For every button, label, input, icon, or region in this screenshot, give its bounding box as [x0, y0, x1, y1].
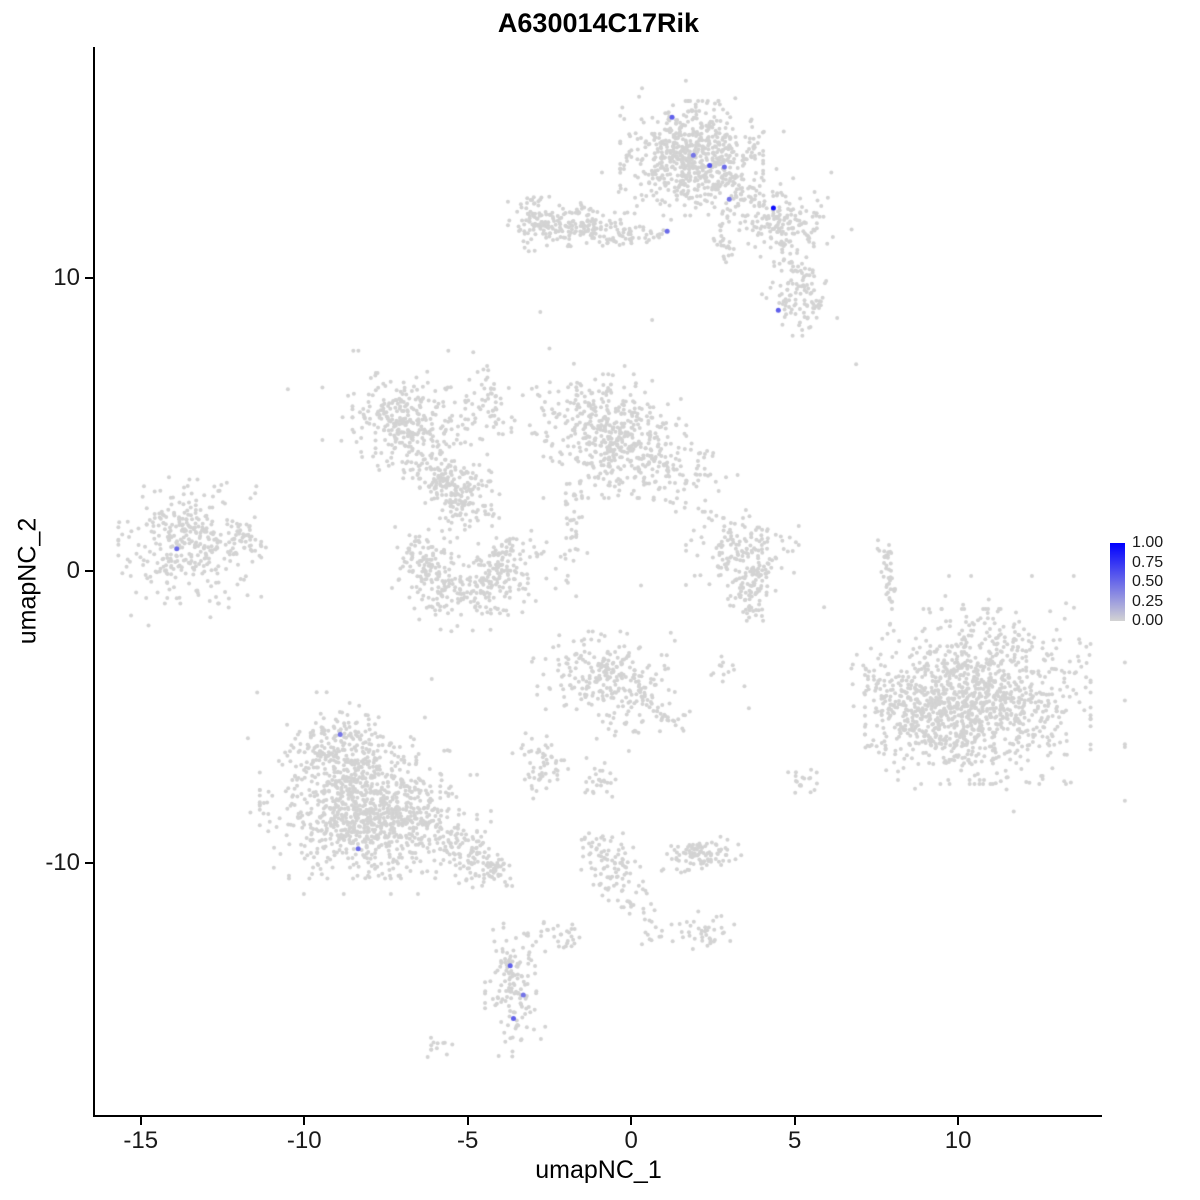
legend-tick-label: 0.75	[1132, 553, 1164, 571]
x-tick-mark	[139, 1117, 142, 1125]
x-tick-mark	[957, 1117, 960, 1125]
y-tick-mark	[85, 862, 93, 865]
x-tick-label: -10	[286, 1127, 322, 1154]
x-tick-mark	[466, 1117, 469, 1125]
plot-title: A630014C17Rik	[497, 8, 700, 38]
y-tick-label: 10	[53, 264, 80, 292]
y-tick-label: -10	[45, 849, 80, 877]
y-axis-title: umapNC_2	[13, 517, 42, 645]
legend-tick-label: 0.00	[1132, 612, 1164, 629]
x-tick-label: -15	[123, 1127, 159, 1154]
legend-gradient-bar	[1110, 543, 1125, 621]
color-legend: 1.00 0.75 0.50 0.25 0.00	[1110, 534, 1200, 643]
legend-tick-label: 0.25	[1132, 592, 1164, 610]
x-tick-label: 0	[624, 1127, 638, 1154]
x-tick-label: -5	[457, 1127, 479, 1154]
x-tick-label: 5	[787, 1127, 802, 1154]
y-tick-label: 0	[66, 556, 80, 584]
legend-tick-label: 1.00	[1132, 534, 1164, 551]
x-tick-mark	[630, 1117, 633, 1125]
x-tick-mark	[303, 1117, 306, 1125]
x-tick-label: 10	[944, 1127, 972, 1154]
x-axis-title: umapNC_1	[535, 1156, 662, 1184]
legend-tick-label: 0.50	[1132, 573, 1164, 590]
x-tick-mark	[793, 1117, 796, 1125]
y-tick-mark	[85, 277, 93, 280]
y-tick-mark	[85, 569, 93, 572]
